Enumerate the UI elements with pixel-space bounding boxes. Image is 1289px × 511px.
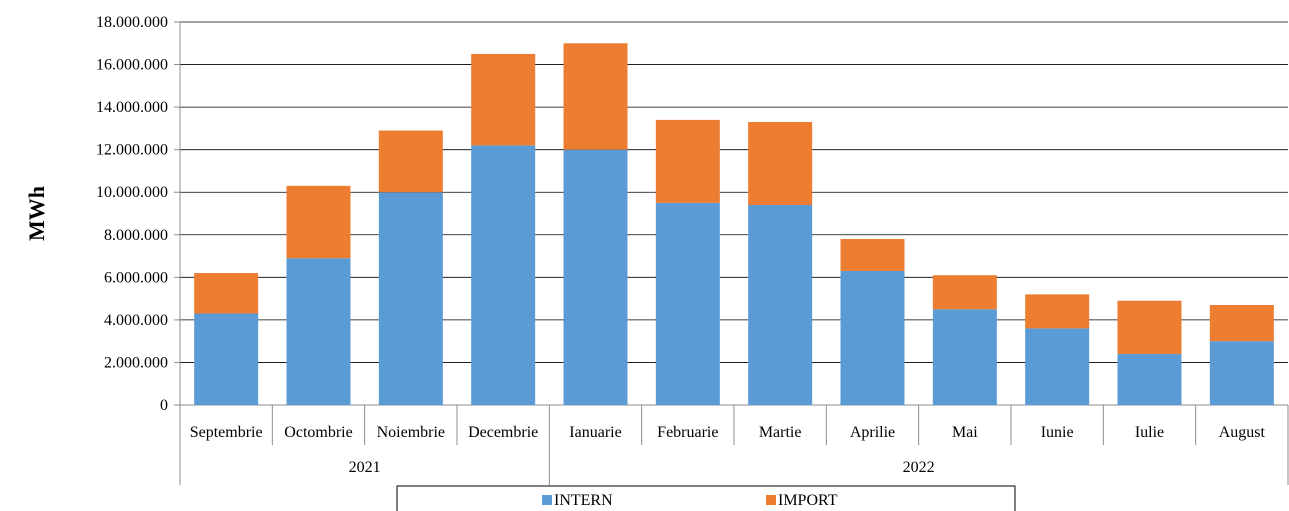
x-tick-label: Februarie xyxy=(657,424,718,441)
bar-intern-aprilie xyxy=(840,270,905,405)
bar-import-noiembrie xyxy=(378,130,443,193)
bar-import-februarie xyxy=(655,119,720,203)
y-tick-label: 10.000.000 xyxy=(96,184,168,201)
bar-intern-decembrie xyxy=(471,145,536,405)
y-axis-label: MWh xyxy=(24,186,49,241)
y-tick-label: 6.000.000 xyxy=(104,269,168,286)
bar-intern-mai xyxy=(932,309,997,405)
x-axis: Septembrie Octombrie Noiembrie Decembrie Ian… xyxy=(179,405,1289,485)
x-tick-label: Aprilie xyxy=(850,424,895,441)
legend-label-intern: INTERN xyxy=(554,492,613,509)
x-group-label: 2022 xyxy=(903,459,935,476)
legend: INTERN IMPORT xyxy=(396,485,1016,511)
bar-import-octombrie xyxy=(286,185,351,259)
gridlines xyxy=(180,21,1288,406)
x-tick-label: Ianuarie xyxy=(569,424,621,441)
bar-import-martie xyxy=(748,122,813,205)
legend-swatch-intern xyxy=(542,495,552,505)
legend-label-import: IMPORT xyxy=(778,492,838,509)
x-group-label: 2021 xyxy=(349,459,381,476)
x-tick-label: Noiembrie xyxy=(377,424,445,441)
y-tick-label: 18.000.000 xyxy=(96,14,168,31)
bar-import-aprilie xyxy=(840,239,905,271)
bar-intern-august xyxy=(1209,341,1274,405)
y-axis-ticks: 0 2.000.000 4.000.000 6.000.000 8.000.000 10.… xyxy=(96,14,181,414)
x-tick-label: Octombrie xyxy=(284,424,352,441)
x-tick-label: August xyxy=(1219,424,1266,441)
bar-import-mai xyxy=(932,275,997,310)
bar-intern-martie xyxy=(748,204,813,405)
x-tick-label: Decembrie xyxy=(468,424,538,441)
bar-intern-februarie xyxy=(655,202,720,405)
x-tick-label: Iulie xyxy=(1135,424,1164,441)
x-tick-label: Septembrie xyxy=(190,424,263,441)
x-tick-label: Martie xyxy=(759,424,802,441)
legend-box xyxy=(396,485,1016,511)
y-tick-label: 12.000.000 xyxy=(96,142,168,159)
bar-intern-iulie xyxy=(1117,353,1182,405)
y-tick-label: 4.000.000 xyxy=(104,312,168,329)
bar-import-septembrie xyxy=(194,273,259,314)
y-tick-label: 0 xyxy=(160,397,168,414)
bar-import-decembrie xyxy=(471,53,536,146)
bars xyxy=(194,43,1274,405)
legend-swatch-import xyxy=(766,495,776,505)
bar-intern-octombrie xyxy=(286,258,351,405)
y-tick-label: 16.000.000 xyxy=(96,57,168,74)
x-tick-label: Mai xyxy=(952,424,978,441)
bar-import-iunie xyxy=(1025,294,1090,329)
y-tick-label: 8.000.000 xyxy=(104,227,168,244)
y-tick-label: 14.000.000 xyxy=(96,99,168,116)
bar-intern-iunie xyxy=(1025,328,1090,405)
bar-import-ianuarie xyxy=(563,43,628,150)
x-tick-label: Iunie xyxy=(1041,424,1074,441)
bar-intern-ianuarie xyxy=(563,149,628,405)
bar-intern-noiembrie xyxy=(378,192,443,405)
bar-import-august xyxy=(1209,304,1274,342)
y-tick-label: 2.000.000 xyxy=(104,354,168,371)
bar-intern-septembrie xyxy=(194,313,259,405)
bar-import-iulie xyxy=(1117,300,1182,354)
